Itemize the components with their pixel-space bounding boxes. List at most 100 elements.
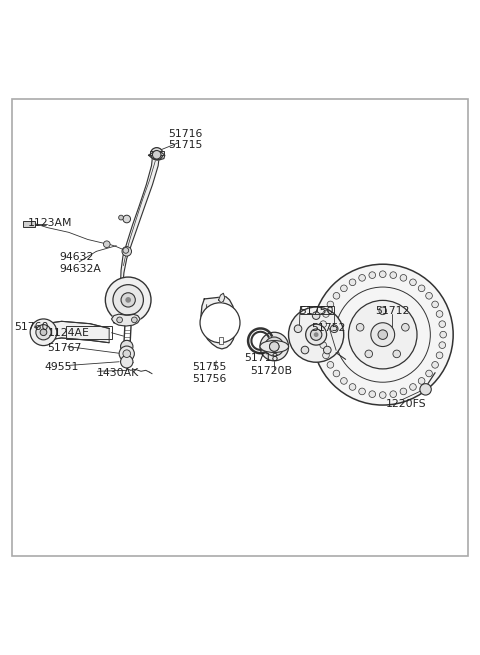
Circle shape [365,350,372,358]
Circle shape [371,323,395,346]
Circle shape [432,362,438,368]
Circle shape [378,330,387,339]
Circle shape [330,325,338,333]
Circle shape [400,388,407,395]
Circle shape [335,287,431,383]
Text: 51720B: 51720B [250,366,292,376]
Circle shape [333,293,340,299]
Circle shape [260,332,288,361]
Circle shape [409,384,416,390]
Circle shape [439,321,445,328]
Text: 1123AM: 1123AM [28,218,73,228]
Circle shape [117,317,122,323]
Text: 51752: 51752 [311,324,345,333]
Circle shape [436,352,443,359]
Text: 51755
51756: 51755 51756 [192,362,226,384]
Circle shape [359,388,365,395]
Circle shape [402,324,409,331]
Text: 51760: 51760 [14,322,48,333]
Circle shape [153,151,161,159]
Circle shape [409,279,416,286]
Circle shape [269,342,279,351]
Circle shape [324,346,331,354]
Circle shape [123,350,131,358]
Circle shape [40,329,47,335]
Circle shape [132,317,137,323]
Circle shape [311,329,322,341]
Polygon shape [45,322,109,343]
Circle shape [119,215,123,220]
Circle shape [123,215,131,223]
Circle shape [200,303,240,343]
Circle shape [113,285,144,315]
Polygon shape [111,314,140,326]
Circle shape [269,342,279,351]
Ellipse shape [260,341,288,352]
Circle shape [120,341,133,353]
Bar [218,337,223,344]
Circle shape [151,147,163,160]
Circle shape [312,264,453,405]
Circle shape [121,293,135,307]
Circle shape [418,285,425,291]
Text: 51718: 51718 [244,354,278,364]
Text: 1430AK: 1430AK [97,367,140,378]
Circle shape [390,391,396,398]
Circle shape [36,325,51,340]
Circle shape [393,350,400,358]
Circle shape [320,321,326,328]
Circle shape [320,342,326,348]
Circle shape [359,274,365,281]
Circle shape [348,301,417,369]
Circle shape [288,307,344,362]
Circle shape [439,342,445,348]
Text: 51712: 51712 [375,306,409,316]
Circle shape [349,279,356,286]
Circle shape [323,352,329,359]
Circle shape [312,312,320,320]
Circle shape [123,248,129,253]
Circle shape [323,310,329,317]
Bar [66,326,111,339]
Circle shape [390,272,396,278]
Bar [24,221,36,227]
Circle shape [356,324,364,331]
Circle shape [432,301,438,308]
Polygon shape [120,157,159,285]
Circle shape [265,337,284,356]
Text: 49551: 49551 [45,362,79,371]
Circle shape [327,301,334,308]
Circle shape [306,324,326,345]
Circle shape [379,271,386,278]
Text: 1220FS: 1220FS [386,399,427,409]
Circle shape [341,285,347,291]
Text: 1124AE: 1124AE [48,328,89,338]
Polygon shape [201,297,236,349]
Circle shape [379,392,386,398]
Circle shape [105,277,151,323]
Circle shape [125,297,131,303]
Circle shape [120,356,133,368]
Text: 51716
51715: 51716 51715 [168,129,203,151]
Circle shape [314,332,319,337]
Circle shape [341,377,347,384]
Circle shape [30,319,57,346]
Text: 51767: 51767 [48,343,82,354]
Text: 94632
94632A: 94632 94632A [59,252,101,274]
Circle shape [369,391,375,398]
Circle shape [349,384,356,390]
Circle shape [440,331,446,338]
Circle shape [333,370,340,377]
Circle shape [379,307,386,314]
Circle shape [294,325,302,333]
Circle shape [418,377,425,384]
Circle shape [426,370,432,377]
Bar [300,306,334,314]
Circle shape [319,331,325,338]
Circle shape [400,274,407,281]
Polygon shape [149,151,165,160]
Circle shape [436,310,443,317]
Circle shape [122,247,132,256]
Bar [150,151,164,155]
Text: 51750: 51750 [299,306,334,316]
